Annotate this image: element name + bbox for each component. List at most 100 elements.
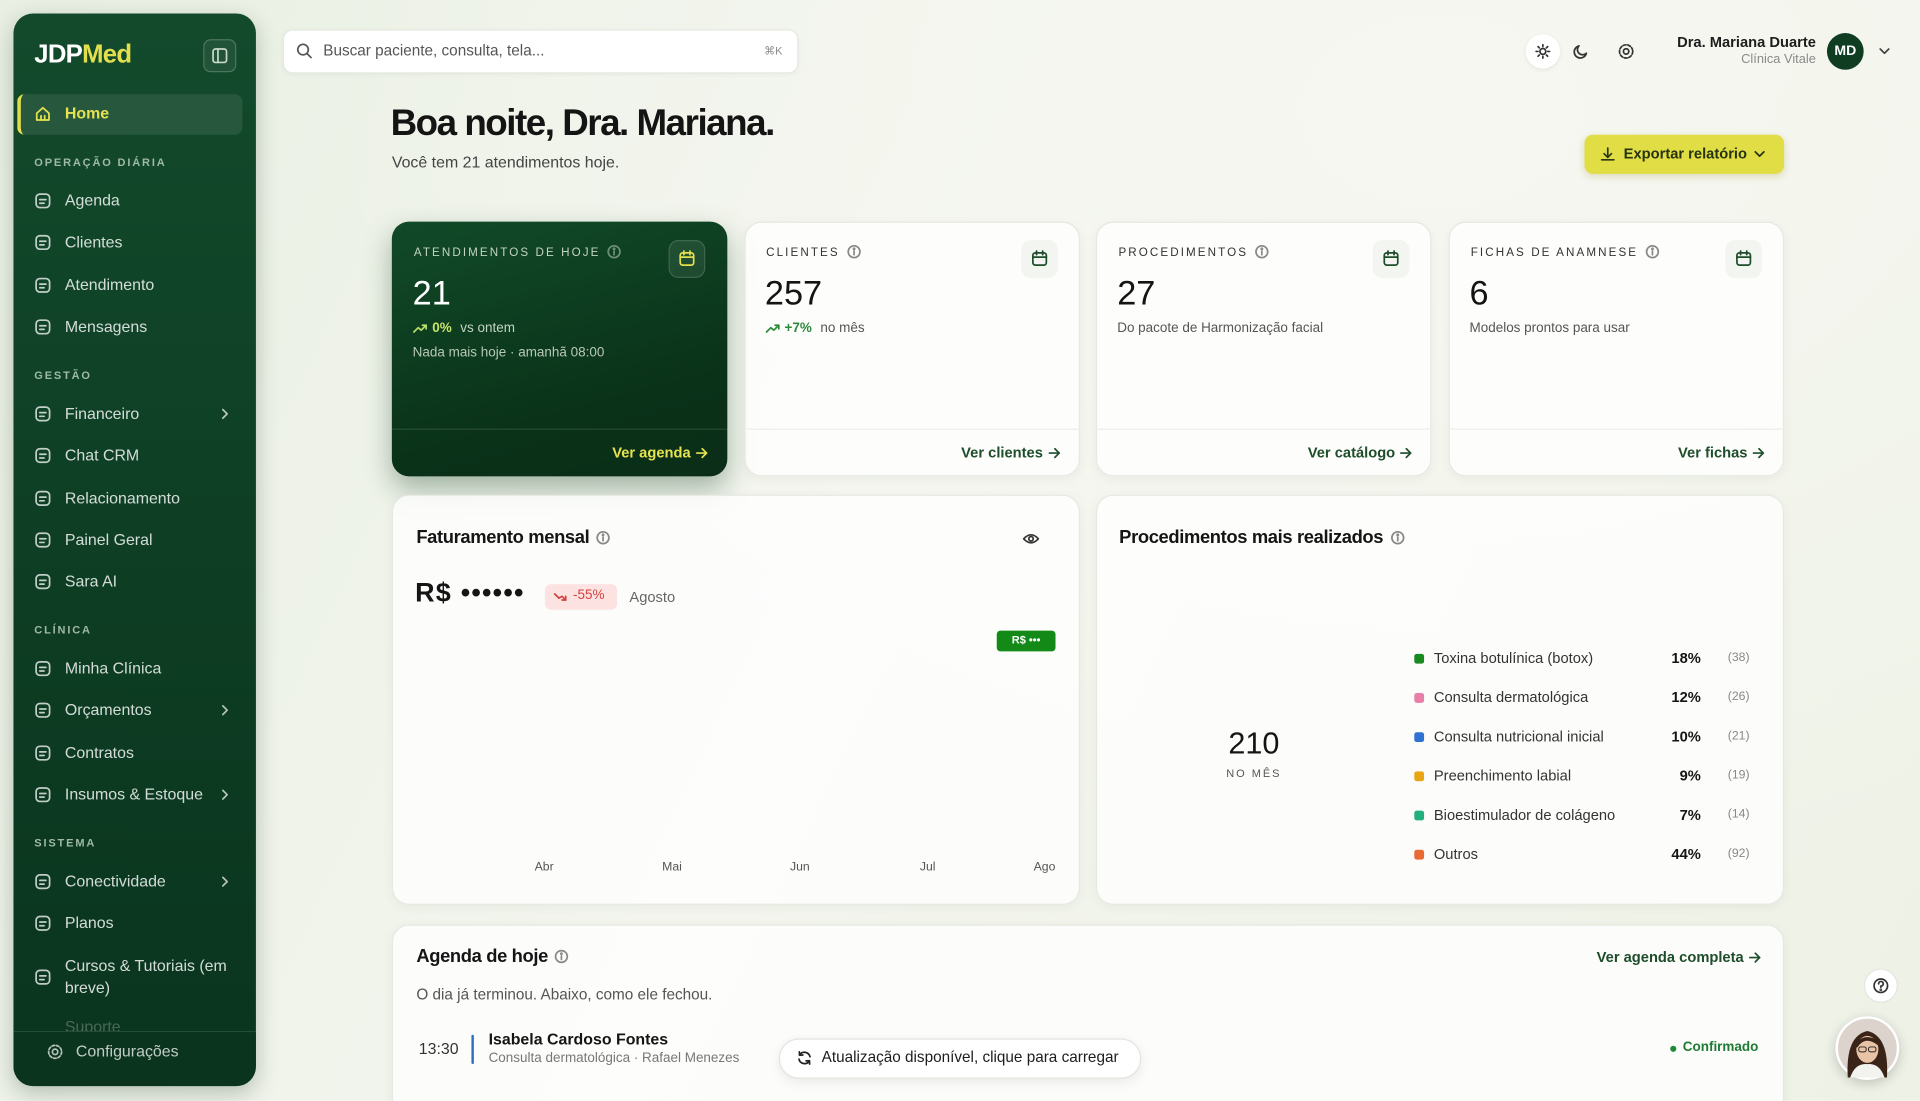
- nav-item[interactable]: Financeiro: [64, 403, 140, 423]
- help-icon: [1873, 978, 1889, 994]
- nav-item[interactable]: Atendimento: [64, 275, 155, 294]
- trend-icon-part: [765, 324, 780, 333]
- nav-item[interactable]: Relacionamento: [64, 487, 180, 507]
- nav-item[interactable]: Painel Geral: [64, 529, 153, 549]
- agenda-link[interactable]: Ver agenda completa: [1596, 948, 1744, 966]
- nav-item[interactable]: Orçamentos: [64, 700, 152, 720]
- nav-item[interactable]: Agenda: [64, 191, 120, 210]
- nav-item[interactable]: Chat CRM: [64, 445, 140, 465]
- nav-item[interactable]: Clientes: [64, 233, 123, 252]
- moon-icon-part: [1573, 45, 1588, 59]
- theme-light-button[interactable]: [1525, 34, 1561, 69]
- export-label: Exportar relatório: [1623, 145, 1747, 163]
- chevron-icon-part: [222, 705, 229, 716]
- arrow-icon-part: [1758, 447, 1765, 459]
- trend-down-icon-part: [553, 593, 567, 601]
- info-icon: [1255, 244, 1269, 259]
- arrow-icon: [1400, 447, 1412, 459]
- nav-icon: [35, 406, 51, 422]
- nav-icon-part: [35, 661, 51, 677]
- kpi-icon-box: [1725, 240, 1763, 278]
- settings-icon-part: [1622, 47, 1630, 55]
- refresh-icon-part: [798, 1050, 804, 1057]
- nav-icon-part: [35, 448, 51, 464]
- info-icon-part: [852, 247, 856, 251]
- info-icon: [1645, 244, 1659, 259]
- nav-item[interactable]: Minha Clínica: [64, 658, 162, 678]
- kpi-delta-note: no mês: [820, 320, 865, 336]
- nav-icon: [35, 277, 51, 293]
- nav-home[interactable]: [17, 94, 243, 135]
- legend-label: Consulta dermatológica: [1433, 688, 1589, 706]
- legend-label: Outros: [1433, 845, 1478, 863]
- nav-icon: [35, 874, 51, 890]
- trend-down-icon: [553, 593, 567, 601]
- info-icon-part: [1395, 532, 1399, 536]
- trend-icon-part: [773, 324, 780, 330]
- legend-share: 18%: [1671, 649, 1701, 667]
- arrow-icon-part: [701, 447, 708, 459]
- assistant-face-part: [1850, 1063, 1885, 1078]
- search-placeholder: Buscar paciente, consulta, tela...: [323, 41, 545, 60]
- kpi-link[interactable]: Ver catálogo: [1307, 443, 1396, 462]
- kpi-link[interactable]: Ver fichas: [1678, 443, 1748, 462]
- nav-icon: [35, 969, 51, 985]
- user-avatar[interactable]: [1826, 33, 1864, 70]
- nav-item[interactable]: Planos: [64, 913, 114, 933]
- nav-item[interactable]: Mensagens: [64, 317, 148, 336]
- update-toast-text[interactable]: Atualização disponível, clique para carr…: [821, 1048, 1119, 1066]
- legend-share: 10%: [1671, 727, 1701, 746]
- gear-icon: [47, 1044, 63, 1060]
- collapse-icon-part: [212, 48, 228, 64]
- nav-icon: [35, 490, 51, 506]
- arrow-icon: [1752, 447, 1765, 459]
- info-icon-part: [596, 530, 611, 544]
- nav-footer[interactable]: Configurações: [75, 1041, 179, 1061]
- greeting-subtitle: Você tem 21 atendimentos hoje.: [391, 152, 620, 172]
- info-icon-part: [601, 532, 605, 536]
- export-chevron-part: [1754, 150, 1765, 157]
- kpi-link[interactable]: Ver clientes: [961, 443, 1043, 462]
- assistant-face-part: [1858, 1046, 1867, 1053]
- nav-item[interactable]: Sara AI: [64, 571, 118, 591]
- info-icon-part: [847, 244, 861, 259]
- nav-icon-part: [35, 235, 51, 251]
- info-icon: [607, 244, 622, 259]
- kpi-label: ATENDIMENTOS DE HOJE: [414, 244, 622, 261]
- nav-icon-part: [35, 406, 51, 422]
- appointment-name[interactable]: Isabela Cardoso Fontes: [488, 1029, 669, 1049]
- appointment-detail: Consulta dermatológica · Rafael Menezes: [488, 1050, 740, 1066]
- chevron-icon: [222, 876, 229, 887]
- user-menu-chevron-part: [1879, 48, 1890, 55]
- nav-item[interactable]: Conectividade: [64, 871, 166, 891]
- collapse-button[interactable]: [203, 39, 237, 73]
- search-icon: [296, 43, 312, 59]
- kpi-icon-box: [1020, 240, 1058, 278]
- export-button[interactable]: [1584, 134, 1785, 174]
- refresh-icon-part: [805, 1059, 811, 1065]
- user-clinic: Clínica Vitale: [1741, 51, 1816, 67]
- logo: JDPMed: [34, 39, 132, 71]
- home-icon: [35, 106, 50, 121]
- nav-home-label[interactable]: Home: [64, 103, 110, 123]
- info-icon-part: [613, 247, 617, 251]
- nav-icon-part: [35, 574, 51, 590]
- info-icon-part: [1650, 247, 1654, 251]
- chevron-icon: [222, 705, 229, 716]
- revenue-title: Faturamento mensal: [416, 527, 611, 550]
- nav-item[interactable]: Contratos: [64, 742, 134, 762]
- nav-item[interactable]: Cursos & Tutoriais (em breve): [64, 955, 227, 997]
- info-icon: [596, 530, 611, 544]
- search-box[interactable]: [282, 29, 799, 74]
- help-button[interactable]: [1863, 968, 1898, 1003]
- revenue-amount: R$ ••••••: [415, 577, 525, 608]
- kpi-note: Modelos prontos para usar: [1469, 320, 1630, 336]
- kpi-note: Nada mais hoje · amanhã 08:00: [412, 345, 605, 361]
- nav-section-title: CLÍNICA: [34, 623, 92, 637]
- update-toast[interactable]: [778, 1038, 1142, 1079]
- kpi-link[interactable]: Ver agenda: [612, 443, 691, 462]
- legend-swatch: [1414, 810, 1425, 821]
- nav-item[interactable]: Insumos & Estoque: [64, 784, 203, 804]
- chevron-icon: [222, 408, 229, 419]
- kpi-icon-part: [1383, 252, 1400, 266]
